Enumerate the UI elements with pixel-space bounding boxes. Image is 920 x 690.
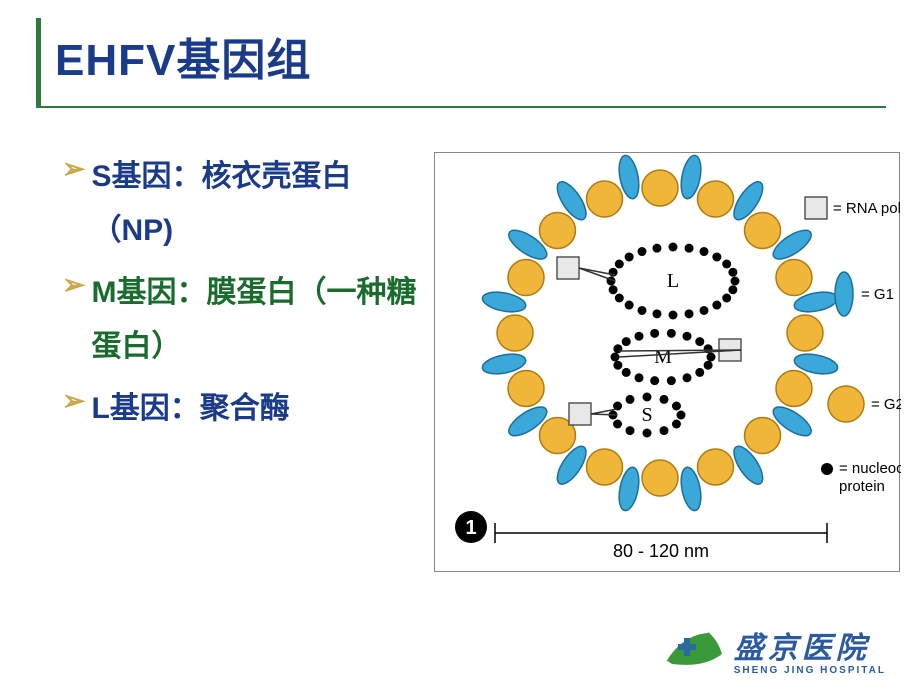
bullet-arrow-icon: ➢ [62,384,85,417]
hospital-name-en: SHENG JING HOSPITAL [734,665,886,676]
svg-text:80 - 120 nm: 80 - 120 nm [613,541,709,561]
page-title: EHFV基因组 [55,24,886,88]
svg-text:S: S [641,404,652,426]
svg-text:= RNA polymerase: = RNA polymerase [833,200,901,217]
bullet-text: L基因：聚合酶 [91,382,289,436]
svg-text:= nucleocapsid: = nucleocapsid [839,460,901,477]
virus-diagram: L M S = RNA polymerase = G1 = G2 = nucleocapsi… [434,152,900,572]
bullet-arrow-icon: ➢ [62,268,85,301]
title-block: EHFV基因组 [36,18,886,108]
hospital-logo: 盛京医院 SHENG JING HOSPITAL [664,623,886,676]
bullet-item: ➢M基因：膜蛋白（一种糖蛋白） [62,266,422,374]
bullet-arrow-icon: ➢ [62,152,85,185]
svg-text:= G2: = G2 [871,396,901,413]
logo-mark [664,630,724,670]
bullet-list: ➢S基因：核衣壳蛋白（NP)➢M基因：膜蛋白（一种糖蛋白）➢L基因：聚合酶 [62,150,422,444]
bullet-text: S基因：核衣壳蛋白（NP) [91,150,422,258]
hospital-name-cn: 盛京医院 [734,623,870,667]
svg-text:1: 1 [465,517,476,539]
svg-text:L: L [667,270,679,292]
svg-text:protein: protein [839,478,885,495]
svg-text:M: M [654,346,672,368]
bullet-text: M基因：膜蛋白（一种糖蛋白） [91,266,422,374]
bullet-item: ➢S基因：核衣壳蛋白（NP) [62,150,422,258]
bullet-item: ➢L基因：聚合酶 [62,382,422,436]
svg-text:= G1: = G1 [861,286,894,303]
